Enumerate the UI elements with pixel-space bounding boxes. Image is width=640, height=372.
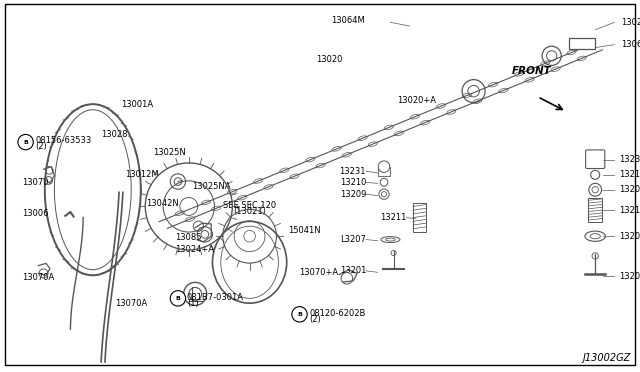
Text: 13070: 13070 bbox=[22, 178, 49, 187]
FancyBboxPatch shape bbox=[569, 38, 595, 49]
Text: 13231: 13231 bbox=[620, 155, 640, 164]
Text: 13231: 13231 bbox=[340, 167, 366, 176]
Text: 13024+A: 13024+A bbox=[175, 246, 214, 254]
Text: 08156-63533: 08156-63533 bbox=[35, 136, 92, 145]
Text: B: B bbox=[23, 140, 28, 145]
Text: B: B bbox=[297, 312, 302, 317]
Text: 13085: 13085 bbox=[175, 233, 202, 242]
Ellipse shape bbox=[18, 134, 33, 150]
Text: 081B7-0301A: 081B7-0301A bbox=[187, 293, 244, 302]
Ellipse shape bbox=[292, 307, 307, 322]
Text: 13024B: 13024B bbox=[621, 18, 640, 27]
Text: FRONT: FRONT bbox=[511, 66, 551, 76]
Text: 13211: 13211 bbox=[380, 213, 406, 222]
Text: 13025N: 13025N bbox=[153, 148, 186, 157]
Text: 13020: 13020 bbox=[316, 55, 342, 64]
Text: 13209: 13209 bbox=[340, 190, 366, 199]
Text: 13025NA: 13025NA bbox=[192, 182, 230, 191]
Text: L3207: L3207 bbox=[340, 235, 366, 244]
Text: 13210: 13210 bbox=[620, 170, 640, 179]
Text: 13070A: 13070A bbox=[22, 273, 54, 282]
Text: 13202: 13202 bbox=[620, 272, 640, 280]
Text: 13210: 13210 bbox=[340, 178, 366, 187]
Text: B: B bbox=[175, 296, 180, 301]
Text: (2): (2) bbox=[35, 142, 47, 151]
Ellipse shape bbox=[170, 291, 186, 306]
Text: (1): (1) bbox=[187, 299, 198, 308]
Text: 13020+A: 13020+A bbox=[397, 96, 436, 105]
Text: 13207: 13207 bbox=[620, 232, 640, 241]
Text: 13070+A: 13070+A bbox=[299, 268, 338, 277]
Text: J13002GZ: J13002GZ bbox=[582, 353, 630, 363]
Text: 13012M: 13012M bbox=[125, 170, 159, 179]
Text: 13201: 13201 bbox=[340, 266, 366, 275]
Text: 13001A: 13001A bbox=[122, 100, 154, 109]
Text: (13021): (13021) bbox=[233, 207, 266, 216]
Text: 15041N: 15041N bbox=[288, 226, 321, 235]
Text: (2): (2) bbox=[309, 315, 321, 324]
Text: 13211+A: 13211+A bbox=[620, 206, 640, 215]
Text: 13028: 13028 bbox=[102, 130, 128, 139]
Text: 13070A: 13070A bbox=[115, 299, 147, 308]
Text: 13064MA: 13064MA bbox=[621, 40, 640, 49]
Text: SEE SEC.120: SEE SEC.120 bbox=[223, 201, 276, 210]
Text: 08120-6202B: 08120-6202B bbox=[309, 309, 365, 318]
Text: 13209: 13209 bbox=[620, 185, 640, 194]
Text: 13042N: 13042N bbox=[147, 199, 179, 208]
Text: 13064M: 13064M bbox=[331, 16, 365, 25]
Text: 13006: 13006 bbox=[22, 209, 49, 218]
